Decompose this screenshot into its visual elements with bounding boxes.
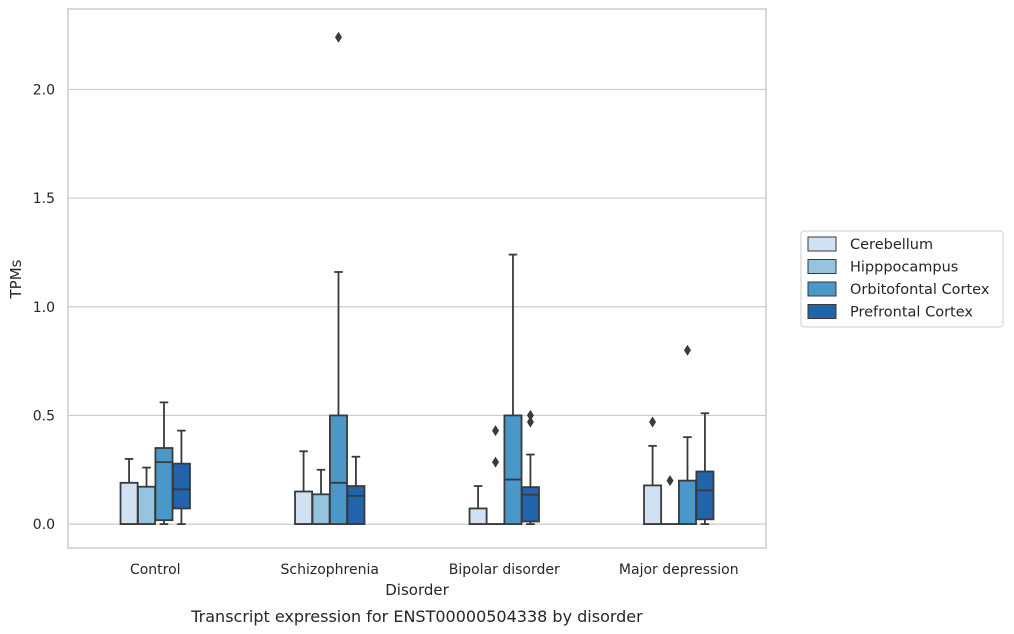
box-body (171, 462, 191, 510)
legend-label: Prefrontal Cortex (850, 305, 973, 321)
box-prefrontal-cortex (695, 412, 715, 525)
outlier-point (526, 416, 534, 428)
box-body (154, 447, 174, 522)
x-tick-label: Major depression (619, 562, 739, 578)
legend-frame (800, 230, 1004, 328)
box-hipppocampus (486, 425, 505, 525)
box-body (294, 490, 314, 525)
y-tick-label: 1.5 (33, 191, 55, 207)
outlier-point (492, 456, 500, 468)
box-body (695, 470, 715, 521)
box-body (643, 484, 663, 525)
y-axis-title: TPMs (7, 259, 25, 299)
box-hipppocampus (311, 468, 331, 525)
legend-label: Hipppocampus (850, 260, 958, 276)
box-prefrontal-cortex (346, 455, 366, 525)
box-body (311, 493, 331, 525)
box-cerebellum (643, 416, 663, 525)
y-tick-label: 0.5 (33, 408, 55, 424)
box-cerebellum (468, 485, 488, 525)
box-body (329, 414, 348, 525)
box-prefrontal-cortex (520, 409, 540, 525)
legend-swatch (807, 281, 837, 297)
outlier-point (683, 344, 691, 356)
legend-swatch (807, 304, 837, 319)
outlier-point (526, 409, 534, 421)
box-body (468, 507, 488, 525)
outlier-point (666, 475, 674, 487)
legend-label: Orbitofontal Cortex (850, 282, 990, 298)
x-axis-ticks: Control Schizophrenia Bipolar disorder Majo… (130, 562, 739, 578)
y-tick-label: 0.0 (33, 517, 55, 533)
legend-label: Cerebellum (850, 237, 933, 253)
box-body (346, 485, 366, 525)
legend-swatch (807, 259, 837, 274)
box-body (520, 486, 540, 523)
box-prefrontal-cortex (171, 429, 191, 525)
outlier-point (334, 31, 342, 43)
legend: Cerebellum Hipppocampus Orbitofontal Corte… (800, 230, 1004, 328)
x-tick-label: Control (130, 562, 181, 578)
plot-frame (67, 8, 767, 549)
y-tick-label: 1.0 (33, 300, 55, 316)
box-body (137, 485, 156, 525)
box-body (678, 479, 697, 525)
x-axis-title: Disorder (385, 581, 449, 599)
legend-swatch (807, 236, 837, 252)
x-tick-label: Schizophrenia (281, 562, 379, 578)
box-cerebellum (119, 457, 139, 525)
chart-caption: Transcript expression for ENST0000050433… (190, 607, 643, 626)
box-orbitofontal-cortex (503, 253, 523, 525)
box-orbitofontal-cortex (329, 31, 348, 525)
plot-background (68, 9, 766, 548)
box-orbitofontal-cortex (678, 344, 697, 525)
box-body (503, 414, 523, 525)
x-tick-label: Bipolar disorder (449, 562, 560, 578)
box-cerebellum (294, 450, 314, 525)
boxes-layer (119, 31, 715, 525)
y-axis-ticks: 0.0 0.5 1.0 1.5 2.0 (33, 82, 55, 533)
box-hipppocampus (660, 475, 680, 525)
y-tick-label: 2.0 (33, 82, 55, 98)
outlier-point (649, 416, 657, 428)
box-body (119, 481, 139, 525)
outlier-point (492, 425, 500, 437)
